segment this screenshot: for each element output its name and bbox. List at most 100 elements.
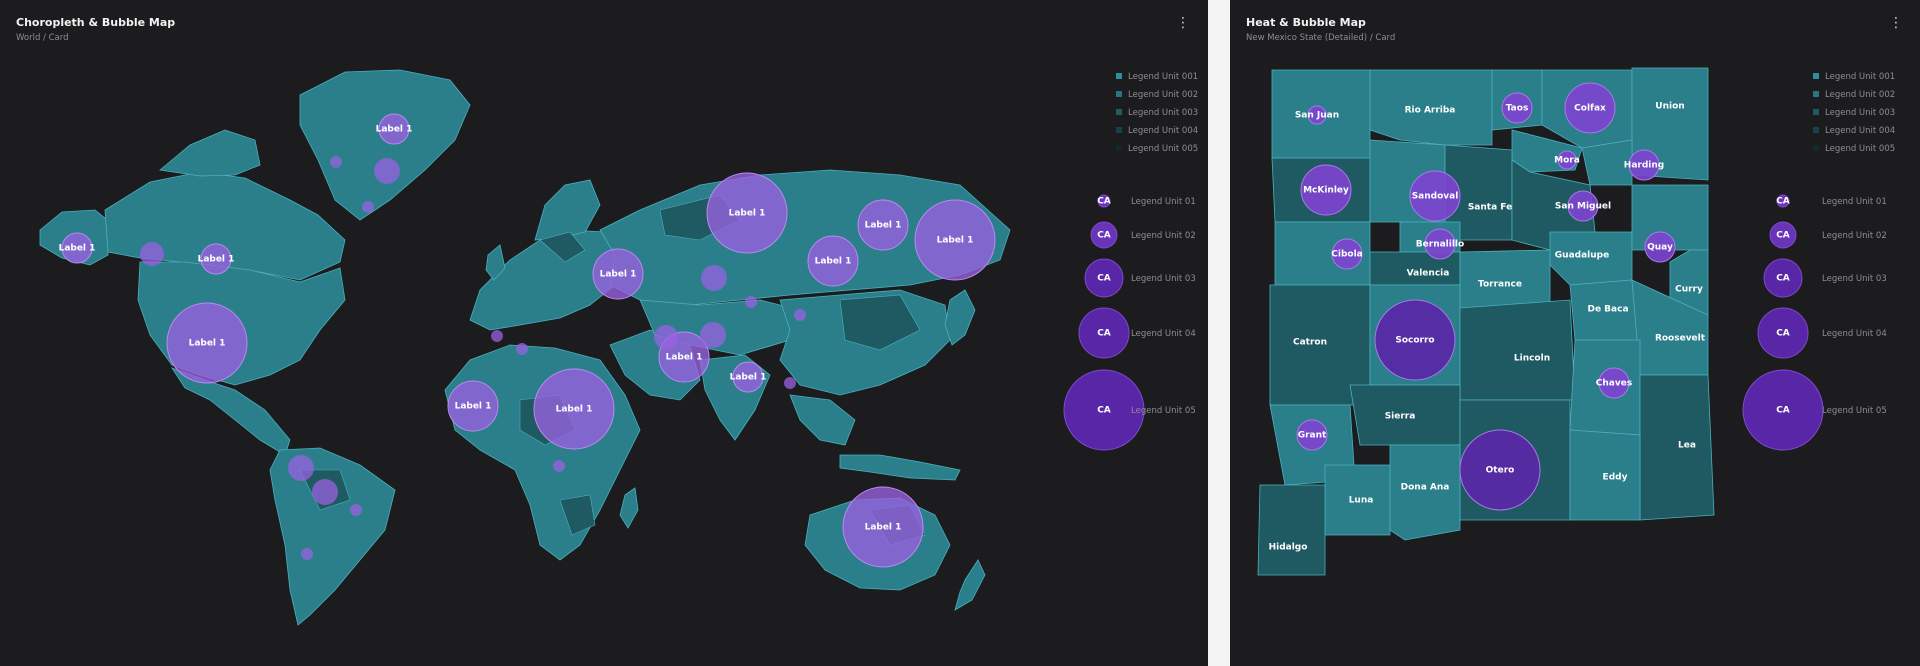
- legend-swatch: [1813, 127, 1819, 133]
- land-canada-arctic[interactable]: [159, 129, 261, 177]
- nm-county-bubble[interactable]: [1331, 238, 1363, 270]
- nm-county-shape[interactable]: [1257, 484, 1326, 576]
- region-dark-1[interactable]: [539, 231, 586, 263]
- region-dark-6[interactable]: [559, 494, 596, 536]
- world-bubble[interactable]: [592, 248, 644, 300]
- nm-county-label: Grant: [1298, 431, 1327, 441]
- world-small-bubble[interactable]: [654, 325, 678, 349]
- legend-bubble-label: Legend Unit 01: [1822, 197, 1887, 207]
- legend-bubble-code: CA: [1097, 197, 1111, 207]
- world-bubbles: Label 1 Label 1 Label 1 Label 1 Label 1 Label…: [59, 113, 996, 568]
- land-south-america[interactable]: [269, 447, 396, 626]
- nm-county-label: Eddy: [1603, 473, 1628, 483]
- world-card-menu-icon[interactable]: ⋮: [1176, 15, 1190, 31]
- world-bubble[interactable]: [706, 172, 788, 254]
- nm-county-bubble[interactable]: [1459, 429, 1541, 511]
- world-small-bubble[interactable]: [516, 343, 528, 355]
- world-small-bubble[interactable]: [794, 309, 806, 321]
- world-bubble[interactable]: [61, 232, 93, 264]
- world-small-bubble[interactable]: [745, 296, 757, 308]
- world-small-bubble[interactable]: [374, 158, 400, 184]
- world-bubble-legend: CA Legend Unit 01 CA Legend Unit 02 CA Legend…: [1063, 194, 1196, 451]
- land-indonesia[interactable]: [839, 454, 961, 481]
- legend-bubble: [1063, 369, 1145, 451]
- legend-bubble-label: Legend Unit 05: [1822, 406, 1887, 416]
- new-mexico-map-svg: San Juan Rio Arriba Taos Colfax Union Mora Har…: [1257, 67, 1895, 576]
- world-small-bubble[interactable]: [362, 201, 374, 213]
- nm-county-bubble[interactable]: [1557, 150, 1577, 170]
- nm-county-bubble[interactable]: [1564, 82, 1616, 134]
- world-small-bubble[interactable]: [330, 156, 342, 168]
- nm-county-bubble[interactable]: [1409, 170, 1461, 222]
- world-bubble[interactable]: [807, 235, 859, 287]
- world-small-bubble[interactable]: [553, 460, 565, 472]
- new-mexico-map-card: San Juan Rio Arriba Taos Colfax Union Mora Har…: [1230, 0, 1920, 666]
- nm-county-label: Santa Fe: [1468, 203, 1512, 213]
- nm-county-label: Sandoval: [1412, 192, 1459, 202]
- nm-card-menu-icon[interactable]: ⋮: [1889, 15, 1903, 31]
- world-bubble[interactable]: [378, 113, 410, 145]
- nm-county-bubble[interactable]: [1567, 190, 1599, 222]
- nm-county-shape[interactable]: [1389, 444, 1461, 541]
- legend-bubble-label: Legend Unit 03: [1822, 274, 1887, 284]
- nm-county-shape[interactable]: [1459, 299, 1576, 401]
- nm-county-bubble[interactable]: [1501, 92, 1533, 124]
- nm-county-bubble[interactable]: [1644, 231, 1676, 263]
- world-small-bubble[interactable]: [491, 330, 503, 342]
- legend-label: Legend Unit 005: [1825, 144, 1895, 154]
- world-bubble-label: Label 1: [59, 244, 96, 254]
- world-bubble[interactable]: [533, 368, 615, 450]
- world-bubble[interactable]: [914, 199, 996, 281]
- world-bubble[interactable]: [732, 361, 764, 393]
- nm-county-label: Torrance: [1478, 280, 1522, 290]
- world-small-bubble[interactable]: [140, 242, 164, 266]
- nm-county-shape[interactable]: [1569, 429, 1641, 521]
- world-small-bubble[interactable]: [301, 548, 313, 560]
- legend-bubble: [1742, 369, 1824, 451]
- legend-bubble-label: Legend Unit 01: [1131, 197, 1196, 207]
- land-greenland[interactable]: [299, 69, 471, 221]
- legend-swatch: [1813, 109, 1819, 115]
- nm-card-subtitle: New Mexico State (Detailed) / Card: [1246, 33, 1396, 43]
- legend-bubble-code: CA: [1776, 274, 1790, 284]
- world-card-title: Choropleth & Bubble Map: [16, 16, 176, 29]
- land-japan[interactable]: [944, 289, 976, 346]
- nm-county-bubble[interactable]: [1598, 367, 1630, 399]
- world-small-bubble[interactable]: [312, 479, 338, 505]
- nm-county-label: Chaves: [1596, 379, 1632, 389]
- region-dark-3[interactable]: [839, 294, 921, 351]
- legend-bubble-code: CA: [1776, 406, 1790, 416]
- legend-bubble-code: CA: [1097, 406, 1111, 416]
- legend-bubble-code: CA: [1776, 197, 1790, 207]
- land-uk[interactable]: [485, 244, 506, 281]
- nm-county-bubble[interactable]: [1424, 228, 1456, 260]
- nm-county-label: Colfax: [1574, 104, 1606, 114]
- world-bubble[interactable]: [447, 380, 499, 432]
- nm-county-label: Lea: [1678, 441, 1696, 451]
- land-new-zealand[interactable]: [954, 559, 986, 611]
- nm-county-bubble[interactable]: [1300, 164, 1352, 216]
- world-choropleth-legend: Legend Unit 001 Legend Unit 002 Legend Uni…: [1116, 72, 1198, 154]
- nm-county-bubble[interactable]: [1307, 105, 1327, 125]
- world-small-bubble[interactable]: [350, 504, 362, 516]
- legend-swatch: [1813, 145, 1819, 151]
- nm-county-bubble[interactable]: [1374, 299, 1456, 381]
- nm-county-label: Union: [1655, 102, 1684, 112]
- nm-county-shape[interactable]: [1639, 374, 1715, 521]
- world-small-bubble[interactable]: [784, 377, 796, 389]
- world-bubble[interactable]: [166, 302, 248, 384]
- nm-county-bubble[interactable]: [1628, 149, 1660, 181]
- world-small-bubble[interactable]: [701, 265, 727, 291]
- legend-bubble-label: Legend Unit 04: [1131, 329, 1196, 339]
- world-bubble-label: Label 1: [556, 405, 593, 415]
- nm-county-bubble[interactable]: [1296, 419, 1328, 451]
- world-bubble[interactable]: [857, 199, 909, 251]
- world-bubble[interactable]: [842, 486, 924, 568]
- land-madagascar[interactable]: [619, 487, 639, 529]
- world-small-bubble[interactable]: [288, 455, 314, 481]
- nm-county-label: Hidalgo: [1269, 543, 1308, 553]
- land-africa[interactable]: [444, 344, 641, 561]
- world-small-bubble[interactable]: [700, 322, 726, 348]
- world-bubble[interactable]: [200, 243, 232, 275]
- land-southeast-asia[interactable]: [789, 394, 856, 446]
